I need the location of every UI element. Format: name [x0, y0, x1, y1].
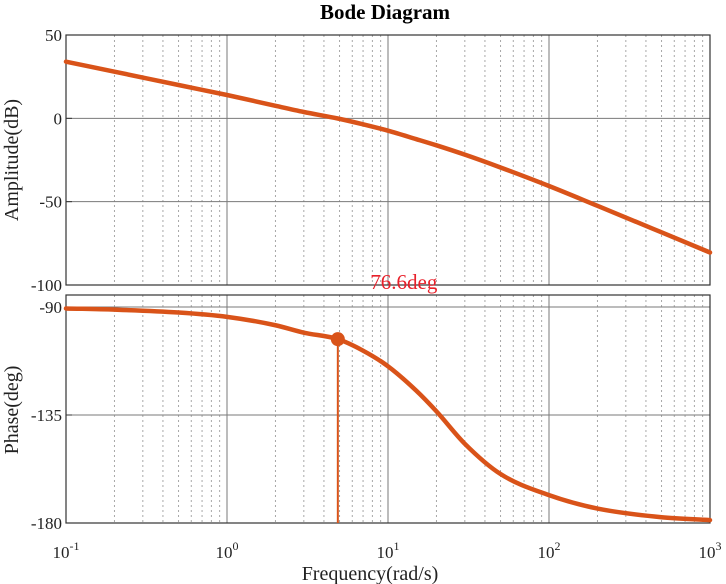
- phase-y-tick-label: -90: [39, 298, 62, 317]
- x-tick-base: 10: [377, 543, 394, 562]
- phase-y-tick-label: -180: [31, 514, 62, 533]
- amplitude-y-tick-label: -100: [31, 276, 62, 295]
- chart-title: Bode Diagram: [320, 0, 451, 24]
- amplitude-y-tick-label: 0: [54, 109, 63, 128]
- x-axis-label: Frequency(rad/s): [302, 563, 439, 584]
- x-tick-exponent: 1: [394, 539, 400, 553]
- x-axis-ticks: 10-1 100 101 102 103: [53, 539, 722, 562]
- x-tick-label: 102: [538, 539, 561, 562]
- phase-margin-label: 76.6deg: [370, 270, 438, 294]
- x-tick-base: 10: [699, 543, 716, 562]
- amplitude-y-tick-label: -50: [39, 193, 62, 212]
- phase-plot-frame: [65, 294, 711, 524]
- amplitude-y-tick-label: 50: [45, 26, 62, 45]
- phase-panel: -90 -135 -180 76.6deg Phase(deg): [1, 270, 713, 533]
- x-tick-base: 10: [538, 543, 555, 562]
- x-tick-base: 10: [53, 543, 70, 562]
- phase-y-axis-label: Phase(deg): [1, 366, 23, 455]
- x-tick-exponent: 3: [716, 539, 722, 553]
- x-tick-label: 101: [377, 539, 400, 562]
- phase-y-tick-label: -135: [31, 406, 62, 425]
- x-tick-base: 10: [216, 543, 233, 562]
- x-tick-exponent: 2: [555, 539, 561, 553]
- phase-margin-marker: [330, 332, 345, 347]
- amplitude-y-axis-label: Amplitude(dB): [1, 99, 23, 221]
- x-tick-exponent: -1: [70, 539, 80, 553]
- x-tick-exponent: 0: [233, 539, 239, 553]
- x-tick-label: 103: [699, 539, 722, 562]
- amplitude-series-line: [63, 59, 713, 255]
- x-tick-label: 100: [216, 539, 239, 562]
- amplitude-panel: 50 0 -50 -100 Amplitude(dB): [1, 26, 713, 295]
- x-tick-label: 10-1: [53, 539, 80, 562]
- amplitude-plot-frame: [65, 34, 711, 286]
- phase-series-line: [63, 306, 713, 523]
